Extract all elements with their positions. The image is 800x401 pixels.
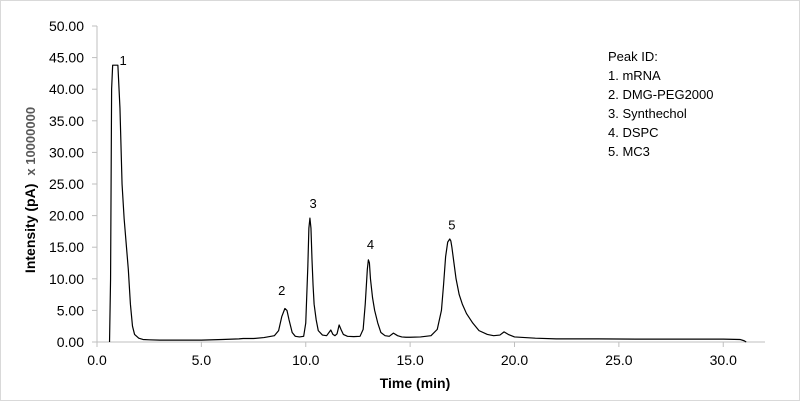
y-axis-multiplier: x 10000000 xyxy=(23,107,38,176)
legend-item-4: 4. DSPC xyxy=(608,125,659,140)
legend-item-2: 2. DMG-PEG2000 xyxy=(608,87,714,102)
y-axis-ticks: 0.00 5.00 10.00 15.00 20.00 25.00 30.00 35.00 40… xyxy=(49,18,97,350)
y-axis-title-group: Intensity (pA) x 10000000 xyxy=(22,107,38,273)
chromatogram-trace xyxy=(108,64,747,343)
peak-label-5: 5 xyxy=(448,218,455,233)
y-tick-label: 5.00 xyxy=(57,302,84,318)
peak-label-2: 2 xyxy=(278,283,285,298)
y-tick-label: 35.00 xyxy=(49,113,84,129)
peak-label-4: 4 xyxy=(367,237,374,252)
y-axis-title-main: Intensity (pA) xyxy=(22,184,38,273)
x-tick-label: 15.0 xyxy=(397,352,424,368)
y-tick-label: 40.00 xyxy=(49,81,84,97)
y-tick-label: 20.00 xyxy=(49,208,84,224)
legend-item-1: 1. mRNA xyxy=(608,68,661,83)
y-tick-label: 50.00 xyxy=(49,18,84,34)
y-tick-label: 45.00 xyxy=(49,50,84,66)
legend-item-5: 5. MC3 xyxy=(608,144,650,159)
peak-labels: 1 2 3 4 5 xyxy=(119,53,455,298)
x-axis-title: Time (min) xyxy=(380,375,451,391)
x-axis-ticks: 0.0 5.0 10.0 15.0 20.0 25.0 30.0 xyxy=(87,342,737,368)
x-tick-label: 5.0 xyxy=(192,352,212,368)
y-tick-label: 25.00 xyxy=(49,176,84,192)
y-tick-label: 10.00 xyxy=(49,271,84,287)
peak-label-3: 3 xyxy=(309,196,316,211)
x-tick-label: 10.0 xyxy=(292,352,319,368)
x-tick-label: 30.0 xyxy=(710,352,737,368)
y-axis-title: Intensity (pA) x 10000000 xyxy=(22,107,38,273)
x-tick-label: 25.0 xyxy=(605,352,632,368)
legend-title: Peak ID: xyxy=(608,49,658,64)
legend-item-3: 3. Synthechol xyxy=(608,106,687,121)
legend: Peak ID: 1. mRNA 2. DMG-PEG2000 3. Synth… xyxy=(608,49,714,159)
x-tick-label: 20.0 xyxy=(501,352,528,368)
y-tick-label: 30.00 xyxy=(49,144,84,160)
peak-label-1: 1 xyxy=(119,53,126,68)
y-tick-label: 15.00 xyxy=(49,239,84,255)
x-tick-label: 0.0 xyxy=(87,352,107,368)
y-tick-label: 0.00 xyxy=(57,334,84,350)
